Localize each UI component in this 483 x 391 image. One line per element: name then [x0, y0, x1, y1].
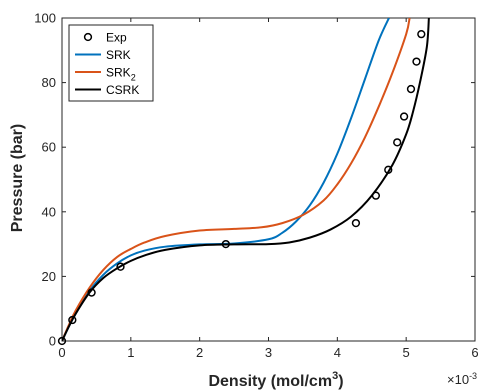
exp-data-point	[406, 84, 416, 94]
exp-data-point	[412, 57, 421, 66]
exp-data-point	[221, 239, 230, 249]
y-tick-label: 40	[42, 204, 56, 219]
exp-data-point	[384, 165, 393, 174]
y-tick-label: 60	[42, 140, 56, 155]
exp-data-point	[393, 138, 402, 147]
x-tick-label: 3	[265, 345, 272, 360]
exp-data-point	[57, 336, 67, 346]
legend-label-csrk: CSRK	[106, 83, 139, 97]
y-tick-label: 0	[49, 334, 56, 349]
x-tick-label: 2	[196, 345, 203, 360]
x-tick-label: 5	[403, 345, 410, 360]
legend-label-srk: SRK	[106, 48, 131, 62]
exp-data-point	[351, 218, 361, 228]
series-line-csrk	[62, 18, 430, 341]
legend-marker-exp	[83, 32, 93, 42]
series-layer	[57, 18, 430, 346]
legend-box	[68, 24, 154, 102]
x-axis-label: Density (mol/cm3)	[208, 370, 343, 390]
x-tick-label: 6	[471, 345, 478, 360]
y-tick-label: 20	[42, 269, 56, 284]
exp-data-point	[116, 262, 125, 271]
x-axis-exponent: ×10-3	[447, 371, 477, 387]
legend-label-srk-2: SRK2	[106, 66, 136, 83]
series-line-srk-2	[62, 18, 411, 341]
x-tick-label: 1	[127, 345, 134, 360]
exp-data-point	[68, 315, 77, 325]
exp-data-point	[417, 30, 426, 39]
exp-data-point	[399, 112, 409, 121]
legend-label-exp: Exp	[106, 31, 127, 45]
x-axis-label-superscript: 3	[332, 370, 338, 382]
y-tick-label: 100	[34, 11, 56, 26]
x-axis-label-close: )	[338, 373, 343, 390]
y-axis-ticks: 0 20 40 60 80 100	[34, 11, 475, 349]
x-tick-label: 4	[334, 345, 341, 360]
exp-data-point	[87, 288, 96, 297]
x-tick-label: 0	[58, 345, 65, 360]
y-axis-label: Pressure (bar)	[9, 124, 26, 233]
y-tick-label: 80	[42, 75, 56, 90]
exp-data-point	[371, 191, 381, 200]
